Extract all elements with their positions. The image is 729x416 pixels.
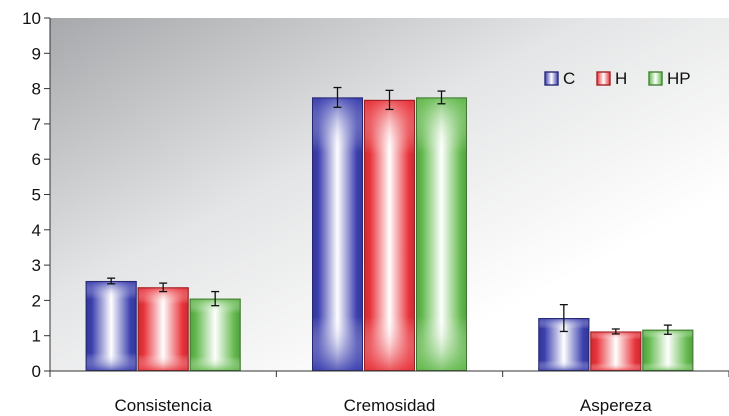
bar-shade <box>642 329 694 371</box>
bar-shade <box>416 97 467 372</box>
bar-C-Cremosidad <box>312 86 363 372</box>
legend-swatch <box>544 71 559 86</box>
bar-shade <box>189 298 241 371</box>
legend: C H HP <box>544 69 691 88</box>
bar-shade <box>137 287 189 371</box>
legend-item-HP: HP <box>648 69 691 88</box>
x-tick-label: Cremosidad <box>344 396 436 415</box>
y-tick-label: 2 <box>32 291 41 310</box>
y-tick-label: 3 <box>32 256 41 275</box>
legend-swatch <box>648 71 663 86</box>
y-tick-label: 1 <box>32 327 41 346</box>
y-tick-label: 8 <box>32 80 41 99</box>
bar-HP-Aspereza <box>642 324 694 372</box>
bar-shade <box>590 331 642 371</box>
y-tick-label: 6 <box>32 150 41 169</box>
x-tick-label: Consistencia <box>115 396 213 415</box>
legend-label: HP <box>667 69 691 88</box>
legend-label: H <box>615 69 627 88</box>
y-tick-label: 7 <box>32 115 41 134</box>
y-tick-label: 5 <box>32 186 41 205</box>
legend-item-C: C <box>544 69 575 88</box>
bar-H-Consistencia <box>137 282 189 371</box>
legend-swatch <box>596 71 611 86</box>
axes-layer: 0 1 2 3 4 5 6 7 8 9 10 Consistencia Cremosidad Aspere… <box>22 9 729 415</box>
y-tick-label: 10 <box>22 9 41 28</box>
bar-H-Cremosidad <box>364 89 415 372</box>
y-tick-label: 4 <box>32 221 41 240</box>
bar-shade <box>364 99 415 372</box>
bar-shade <box>85 280 137 371</box>
bar-HP-Consistencia <box>189 290 241 372</box>
legend-label: C <box>563 69 575 88</box>
x-tick-label: Aspereza <box>580 396 652 415</box>
bar-shade <box>312 97 363 372</box>
y-tick-label: 0 <box>32 362 41 381</box>
bars-layer <box>85 86 694 372</box>
bar-HP-Cremosidad <box>416 90 467 372</box>
bar-C-Aspereza <box>538 303 590 371</box>
bar-C-Consistencia <box>85 277 137 371</box>
y-tick-label: 9 <box>32 44 41 63</box>
legend-item-H: H <box>596 69 627 88</box>
bar-H-Aspereza <box>590 328 642 371</box>
